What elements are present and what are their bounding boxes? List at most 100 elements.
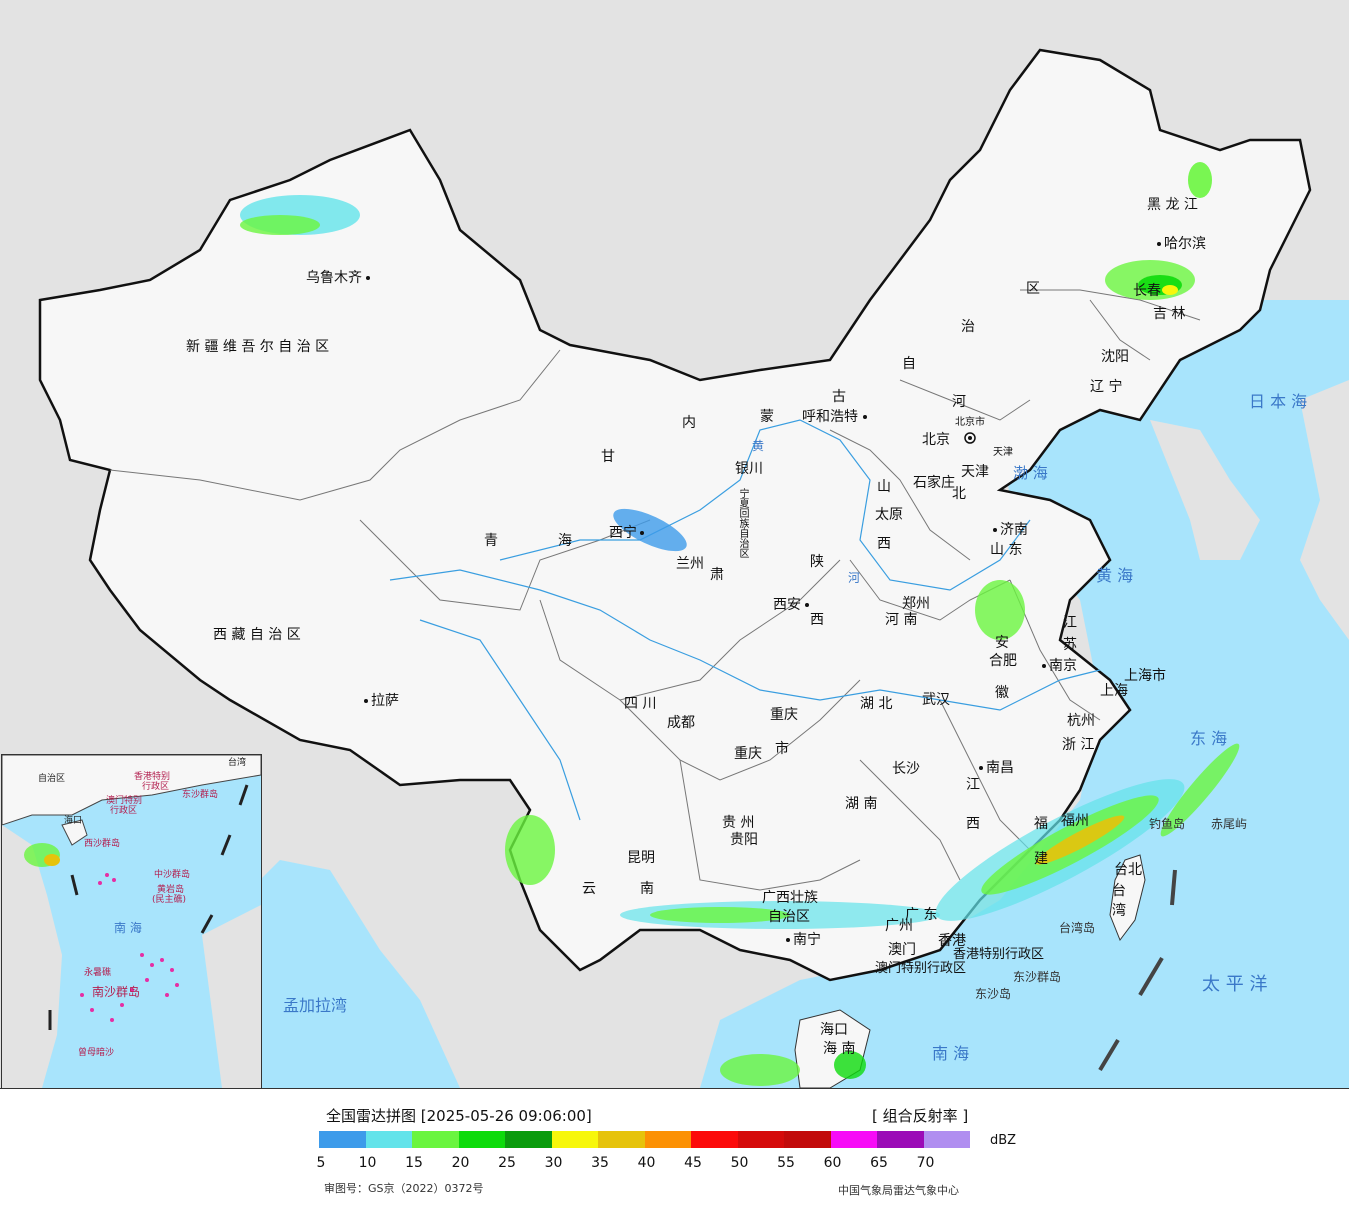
label-liaoning: 辽 宁 bbox=[1090, 379, 1123, 395]
label-macau: 澳门特别行政区 bbox=[875, 961, 967, 976]
label-bohai: 渤 海 bbox=[1013, 464, 1048, 482]
label-east-sea: 东 海 bbox=[1190, 729, 1228, 748]
colorbar-swatch-4 bbox=[505, 1131, 552, 1148]
inset-label-6: 海口 bbox=[64, 816, 83, 826]
china-landmass bbox=[38, 48, 1312, 982]
inset-label-9: 黄岩岛 bbox=[157, 885, 185, 895]
label-neimenggu-1: 内 bbox=[682, 415, 696, 431]
label-yunnan-1: 云 bbox=[582, 881, 596, 897]
label-hubei: 湖 北 bbox=[860, 696, 893, 712]
colorbar-tick-4: 25 bbox=[498, 1155, 516, 1171]
label-guangxi-1: 广西壮族 bbox=[762, 890, 818, 906]
city-hefei: 合肥 bbox=[989, 653, 1017, 669]
city-beijing: 北京 bbox=[922, 432, 950, 448]
japan-land bbox=[1300, 380, 1349, 640]
legend-title: 全国雷达拼图 [2025-05-26 09:06:00] bbox=[326, 1107, 592, 1125]
city-harbin: 哈尔滨 bbox=[1157, 237, 1206, 251]
colorbar-tick-12: 65 bbox=[870, 1155, 888, 1171]
province-borders bbox=[109, 289, 1201, 891]
city-fuzhou: 福州 bbox=[1061, 813, 1089, 829]
colorbar-swatch-0 bbox=[319, 1131, 366, 1148]
label-neimenggu-3: 古 bbox=[832, 389, 846, 405]
inset-label-14: 台湾 bbox=[228, 758, 247, 768]
label-taiwan-island: 台湾岛 bbox=[1059, 921, 1096, 935]
label-taiwan-1: 台 bbox=[1112, 883, 1126, 899]
inset-canvas bbox=[2, 755, 261, 1088]
south-china-sea-inset: 自治区 澳门特别 行政区 香港特别 行政区 东沙群岛 海口 西沙群岛 中沙群岛 … bbox=[1, 754, 262, 1088]
label-qinghai-2: 海 bbox=[558, 533, 572, 549]
label-gansu: 甘 bbox=[601, 449, 615, 465]
colorbar-swatch-1 bbox=[365, 1131, 412, 1148]
inset-label-2: 行政区 bbox=[110, 806, 138, 816]
inset-label-4: 行政区 bbox=[142, 782, 170, 792]
colorbar-tick-1: 10 bbox=[358, 1155, 377, 1171]
city-chongqing: 重庆 bbox=[734, 746, 762, 762]
inset-label-10: (民主礁) bbox=[152, 895, 187, 905]
label-dongsha-islands: 东沙群岛 bbox=[1013, 970, 1062, 984]
city-lhasa: 拉萨 bbox=[364, 694, 399, 708]
colorbar-swatch-8 bbox=[691, 1131, 738, 1148]
label-zhejiang: 浙 江 bbox=[1062, 737, 1095, 753]
label-anhui-2: 徽 bbox=[995, 685, 1009, 701]
label-fujian-2: 建 bbox=[1034, 851, 1048, 867]
city-taipei: 台北 bbox=[1114, 862, 1142, 878]
city-macau: 澳门 bbox=[888, 942, 916, 958]
label-shaanxi-2: 西 bbox=[810, 612, 824, 628]
label-neimenggu-6: 区 bbox=[1026, 281, 1040, 297]
label-anhui-1: 安 bbox=[995, 635, 1009, 651]
city-kunming: 昆明 bbox=[627, 850, 655, 866]
colorbar-swatch-6 bbox=[598, 1131, 645, 1148]
colorbar-swatch-2 bbox=[412, 1131, 459, 1148]
label-beijing-municipality: 北京市 bbox=[955, 417, 985, 428]
label-diaoyu: 钓鱼岛 bbox=[1149, 817, 1186, 831]
label-jilin: 吉 林 bbox=[1153, 306, 1186, 322]
inset-label-5: 东沙群岛 bbox=[182, 790, 219, 800]
colorbar-tick-13: 70 bbox=[916, 1155, 935, 1171]
label-dongsha-island: 东沙岛 bbox=[975, 987, 1012, 1001]
colorbar-swatch-7 bbox=[644, 1131, 691, 1148]
colorbar-tick-9: 50 bbox=[730, 1155, 749, 1171]
korea-land bbox=[1150, 420, 1260, 560]
taiwan-island bbox=[1109, 854, 1146, 942]
label-guangdong: 广 东 bbox=[905, 907, 938, 923]
label-jiangxi-2: 西 bbox=[966, 816, 980, 832]
inset-sea-label: 南 海 bbox=[114, 921, 142, 935]
label-gansu-2: 肃 bbox=[710, 567, 724, 583]
label-jiangsu-2: 苏 bbox=[1063, 637, 1077, 653]
city-zhengzhou: 郑州 bbox=[902, 596, 930, 612]
colorbar-tick-10: 55 bbox=[777, 1155, 795, 1171]
city-shijiazhuang: 石家庄 bbox=[913, 475, 955, 491]
label-qinghai-1: 青 bbox=[484, 533, 498, 549]
label-hunan: 湖 南 bbox=[845, 796, 878, 812]
inset-label-13: 曾母暗沙 bbox=[78, 1048, 115, 1058]
city-nanjing: 南京 bbox=[1042, 659, 1077, 673]
label-japan-sea: 日 本 海 bbox=[1249, 392, 1308, 411]
label-jiangsu-1: 江 bbox=[1063, 615, 1077, 631]
label-hainan: 海 南 bbox=[823, 1041, 856, 1057]
inset-label-12: 南沙群岛 bbox=[92, 985, 141, 999]
label-yellow-sea: 黄 海 bbox=[1096, 566, 1134, 585]
city-hohhot: 呼和浩特 bbox=[802, 410, 870, 424]
inset-label-7: 西沙群岛 bbox=[84, 839, 121, 849]
city-urumqi: 乌鲁木齐 bbox=[306, 271, 373, 285]
label-chiwei: 赤尾屿 bbox=[1211, 817, 1248, 831]
city-tianjin: 天津 bbox=[961, 464, 989, 480]
colorbar-tick-11: 60 bbox=[823, 1155, 842, 1171]
label-hk: 香港特别行政区 bbox=[953, 947, 1045, 962]
city-hangzhou: 杭州 bbox=[1067, 713, 1095, 729]
city-taiyuan: 太原 bbox=[875, 507, 903, 523]
colorbar-tick-3: 20 bbox=[451, 1155, 470, 1171]
radar-map: 新 疆 维 吾 尔 自 治 区 西 藏 自 治 区 青 海 甘 肃 内 蒙 古 … bbox=[0, 0, 1349, 1089]
label-taiwan-2: 湾 bbox=[1112, 903, 1126, 919]
colorbar-tick-7: 40 bbox=[637, 1155, 656, 1171]
city-wuhan: 武汉 bbox=[922, 692, 950, 708]
city-lanzhou: 兰州 bbox=[676, 556, 704, 572]
approval-number: 审图号：GS京（2022）0372号 bbox=[324, 1182, 484, 1195]
city-hongkong: 香港 bbox=[938, 933, 966, 949]
inset-label-8: 中沙群岛 bbox=[154, 870, 191, 880]
colorbar-tick-6: 35 bbox=[591, 1155, 609, 1171]
colorbar-swatch-10 bbox=[784, 1131, 831, 1148]
label-pacific: 太 平 洋 bbox=[1202, 974, 1268, 995]
label-yunnan-2: 南 bbox=[640, 881, 654, 897]
colorbar-swatch-13 bbox=[923, 1131, 970, 1148]
